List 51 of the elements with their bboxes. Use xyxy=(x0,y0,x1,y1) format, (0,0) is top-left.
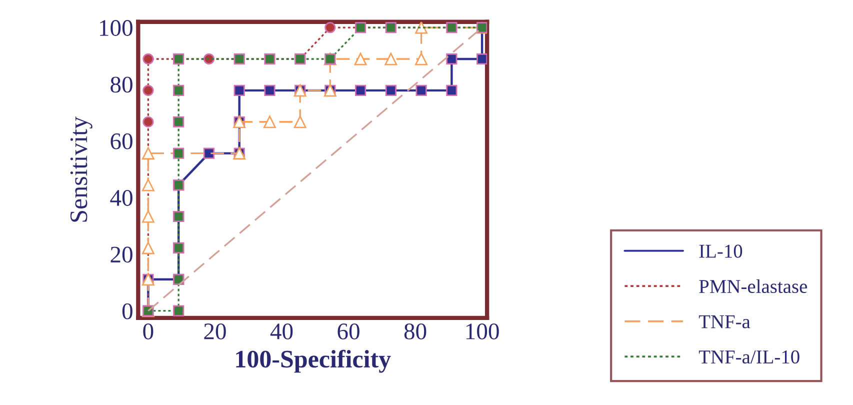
x-tick-label: 80 xyxy=(404,323,426,340)
y-axis-title: Sensitivity xyxy=(70,116,92,222)
point xyxy=(294,116,306,128)
point xyxy=(385,84,396,96)
point xyxy=(142,147,154,160)
y-tick-label: 20 xyxy=(110,246,132,263)
point xyxy=(384,52,398,66)
point xyxy=(234,53,245,65)
point xyxy=(354,84,366,96)
point xyxy=(142,116,154,128)
legend-label: TNF-a/IL-10 xyxy=(698,350,800,364)
point xyxy=(142,84,154,96)
point xyxy=(142,242,154,254)
x-tick-label: 60 xyxy=(338,323,360,340)
x-tick-label: 100 xyxy=(466,323,499,340)
point xyxy=(264,53,276,65)
x-tick-label: 0 xyxy=(143,323,154,340)
point xyxy=(416,84,427,96)
point xyxy=(173,148,184,159)
y-tick-label: 80 xyxy=(110,76,132,93)
point xyxy=(415,52,428,66)
point xyxy=(173,116,184,128)
point xyxy=(476,53,488,65)
point xyxy=(354,22,366,34)
point xyxy=(173,84,184,96)
point xyxy=(385,22,396,34)
y-tick-label: 40 xyxy=(110,190,132,206)
legend-label: PMN-elastase xyxy=(699,279,807,294)
point xyxy=(446,22,458,34)
x-tick-label: 20 xyxy=(204,323,226,340)
point xyxy=(142,53,154,65)
point xyxy=(415,22,428,34)
point xyxy=(354,52,367,66)
point xyxy=(324,22,336,34)
point xyxy=(264,84,276,96)
point xyxy=(173,53,184,65)
legend-label: IL-10 xyxy=(699,244,742,258)
point xyxy=(263,116,276,128)
legend-label: TNF-a xyxy=(698,315,750,328)
y-tick-label: 100 xyxy=(100,20,132,36)
point xyxy=(173,305,184,316)
point xyxy=(446,84,458,96)
point xyxy=(446,53,458,65)
x-axis-title: 100-Specificity xyxy=(236,350,391,373)
point xyxy=(203,148,215,159)
point xyxy=(142,210,154,223)
x-tick-label: 40 xyxy=(270,323,293,340)
point xyxy=(234,84,245,96)
y-tick-label: 60 xyxy=(110,133,132,150)
point xyxy=(142,178,154,192)
y-tick-label: 0 xyxy=(122,303,132,320)
